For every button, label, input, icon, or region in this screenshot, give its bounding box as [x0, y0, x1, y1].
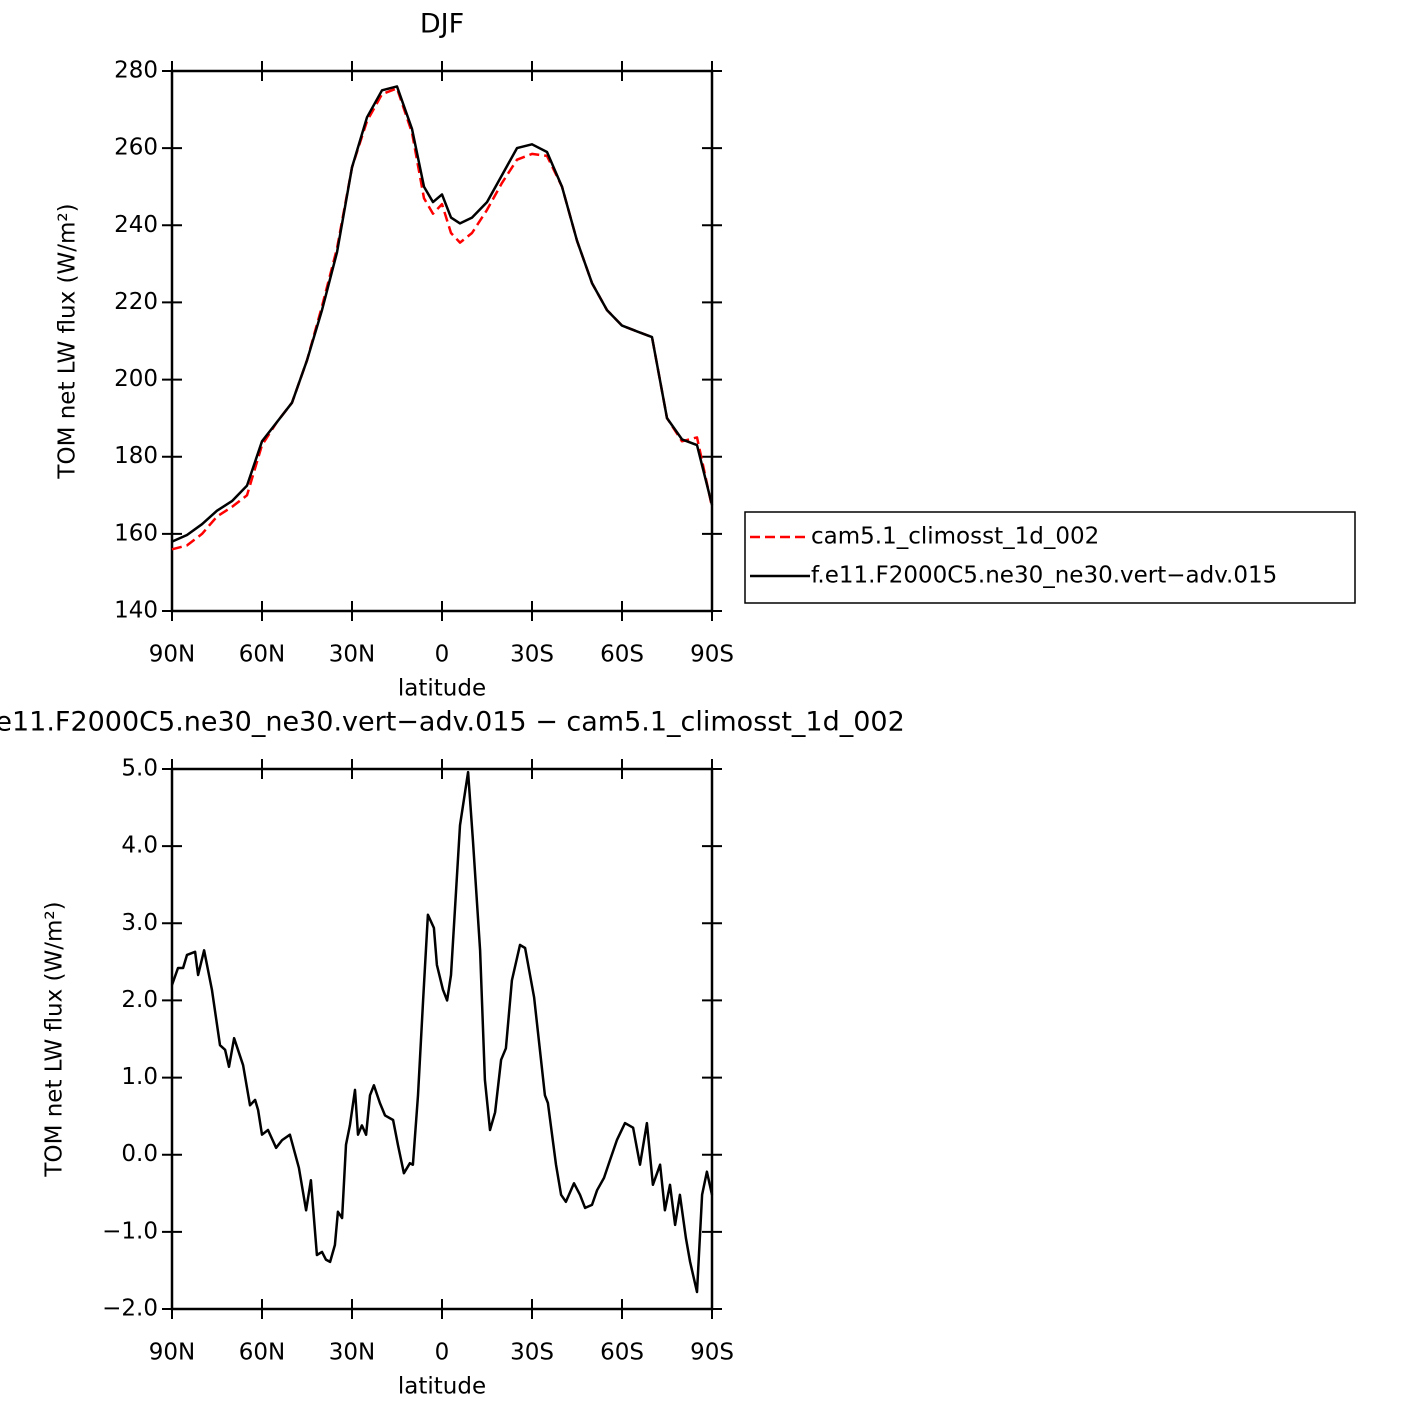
y-tick-label: 200 [114, 366, 158, 392]
plot-frame [170, 69, 714, 613]
y-tick-label: 0.0 [121, 1141, 158, 1167]
y-tick-label: 220 [114, 289, 158, 315]
x-tick-label: 30S [510, 1340, 554, 1366]
x-axis-label: latitude [398, 676, 486, 702]
y-tick-label: 5.0 [121, 756, 158, 782]
y-axis-label: TOM net LW flux (W/m²) [55, 203, 81, 479]
x-tick-label: 90N [149, 1340, 195, 1366]
x-tick-label: 0 [435, 1340, 450, 1366]
x-tick-label: 60S [600, 1340, 644, 1366]
x-tick-label: 60N [239, 642, 285, 668]
y-tick-label: −2.0 [102, 1296, 158, 1322]
x-tick-label: 0 [435, 642, 450, 668]
data-line [170, 770, 714, 1294]
y-tick-label: 4.0 [121, 833, 158, 859]
legend-label: cam5.1_climosst_1d_002 [811, 524, 1099, 550]
y-tick-label: 1.0 [121, 1064, 158, 1090]
x-tick-label: 90N [149, 642, 195, 668]
x-tick-label: 90S [690, 1340, 734, 1366]
chart-title: f.e11.F2000C5.ne30_ne30.vert−adv.015 − c… [0, 707, 905, 738]
x-tick-label: 60S [600, 642, 644, 668]
legend-box [744, 511, 1356, 604]
y-tick-label: 260 [114, 135, 158, 161]
y-tick-label: 240 [114, 212, 158, 238]
legend-label: f.e11.F2000C5.ne30_ne30.vert−adv.015 [811, 563, 1277, 589]
x-axis-label: latitude [398, 1374, 486, 1400]
data-line [171, 85, 714, 543]
x-tick-label: 30N [329, 1340, 375, 1366]
y-tick-label: 2.0 [121, 987, 158, 1013]
y-tick-label: −1.0 [102, 1218, 158, 1244]
x-tick-label: 30N [329, 642, 375, 668]
y-tick-label: 160 [114, 520, 158, 546]
y-tick-label: 180 [114, 443, 158, 469]
chart-title: DJF [420, 9, 464, 40]
y-axis-label: TOM net LW flux (W/m²) [42, 901, 68, 1177]
x-tick-label: 90S [690, 642, 734, 668]
plot-frame [170, 767, 714, 1311]
y-tick-label: 3.0 [121, 910, 158, 936]
x-tick-label: 30S [510, 642, 554, 668]
y-tick-label: 140 [114, 598, 158, 624]
y-tick-label: 280 [114, 58, 158, 84]
x-tick-label: 60N [239, 1340, 285, 1366]
